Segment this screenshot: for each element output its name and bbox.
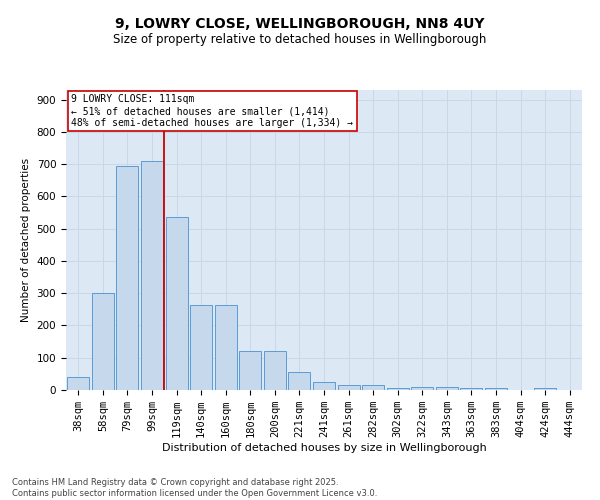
Bar (362, 385, 384, 390)
Bar (289, 372, 310, 390)
Bar (411, 387, 433, 390)
Bar (436, 387, 458, 390)
Bar (92, 293, 114, 390)
Text: Contains HM Land Registry data © Crown copyright and database right 2025.
Contai: Contains HM Land Registry data © Crown c… (12, 478, 377, 498)
Bar (116, 166, 139, 390)
Bar (215, 304, 237, 390)
Bar (264, 352, 286, 390)
Bar (313, 382, 335, 390)
Text: Size of property relative to detached houses in Wellingborough: Size of property relative to detached ho… (113, 32, 487, 46)
Bar (141, 161, 163, 390)
Bar (190, 304, 212, 390)
Bar (239, 352, 262, 390)
Bar (338, 385, 359, 390)
Bar (67, 377, 89, 390)
Y-axis label: Number of detached properties: Number of detached properties (21, 158, 31, 322)
X-axis label: Distribution of detached houses by size in Wellingborough: Distribution of detached houses by size … (161, 443, 487, 453)
Bar (485, 388, 507, 390)
Bar (166, 218, 188, 390)
Bar (534, 388, 556, 390)
Bar (460, 388, 482, 390)
Text: 9, LOWRY CLOSE, WELLINGBOROUGH, NN8 4UY: 9, LOWRY CLOSE, WELLINGBOROUGH, NN8 4UY (115, 18, 485, 32)
Bar (386, 388, 409, 390)
Text: 9 LOWRY CLOSE: 111sqm
← 51% of detached houses are smaller (1,414)
48% of semi-d: 9 LOWRY CLOSE: 111sqm ← 51% of detached … (71, 94, 353, 128)
